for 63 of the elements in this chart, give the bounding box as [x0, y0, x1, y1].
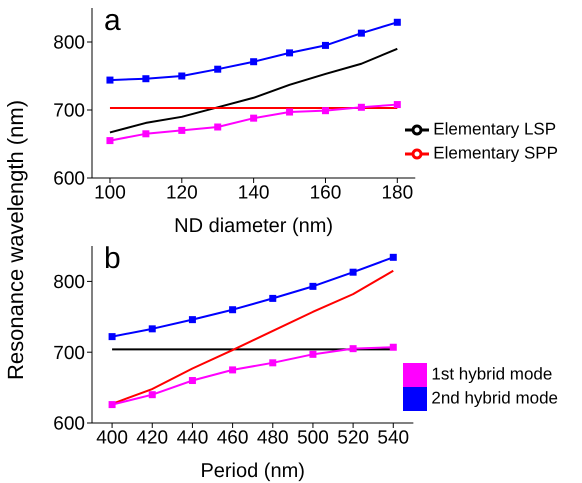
- point: [390, 344, 397, 351]
- x-tick-label: 480: [256, 427, 289, 448]
- point: [106, 137, 114, 144]
- point: [214, 124, 222, 130]
- x-axis-title: ND diameter (nm): [174, 215, 334, 237]
- x-tick-label: 460: [216, 427, 248, 448]
- point: [286, 108, 294, 116]
- point: [214, 66, 222, 73]
- y-tick-label: 800: [53, 272, 85, 294]
- annotation: a: [104, 4, 121, 38]
- point: [250, 58, 258, 66]
- point: [394, 18, 401, 26]
- point: [178, 126, 186, 134]
- point: [148, 325, 156, 332]
- y-tick-label: 600: [53, 414, 85, 435]
- point: [229, 366, 236, 374]
- x-tick-label: 420: [136, 427, 168, 448]
- y-axis-title: Resonance wavelength (nm): [3, 100, 29, 380]
- point: [286, 49, 294, 56]
- point: [188, 316, 196, 324]
- point: [188, 377, 196, 384]
- x-tick-label: 140: [238, 182, 270, 204]
- annotation: b: [104, 242, 121, 276]
- point: [250, 114, 258, 122]
- point: [269, 294, 276, 302]
- point: [269, 359, 276, 366]
- y-tick-label: 800: [53, 32, 85, 54]
- point: [309, 282, 316, 290]
- point: [108, 401, 116, 408]
- legend-label: Elementary SPP: [433, 143, 558, 162]
- point: [108, 333, 116, 340]
- point: [142, 75, 150, 82]
- x-tick-label: 500: [297, 427, 329, 448]
- point: [390, 254, 397, 261]
- point: [350, 345, 357, 352]
- point: [178, 72, 186, 80]
- y-tick-label: 700: [53, 100, 85, 122]
- x-tick-label: 400: [96, 427, 128, 448]
- point: [358, 104, 365, 111]
- point: [358, 30, 365, 37]
- x-tick-label: 120: [166, 182, 198, 204]
- point: [350, 268, 357, 276]
- x-axis-title: Period (nm): [200, 460, 305, 482]
- legend-label: Elementary LSP: [433, 119, 556, 138]
- y-tick-label: 600: [53, 168, 85, 190]
- point: [106, 76, 114, 84]
- legend-label: 2nd hybrid mode: [431, 388, 558, 408]
- x-tick-label: 440: [176, 427, 208, 448]
- line-series: [108, 48, 398, 134]
- x-tick-label: 540: [377, 427, 410, 448]
- point: [394, 101, 401, 108]
- point: [309, 350, 316, 358]
- point: [229, 306, 236, 314]
- x-tick-label: 180: [381, 182, 414, 204]
- y-tick-label: 700: [53, 342, 85, 364]
- x-tick-label: 160: [310, 182, 342, 204]
- point: [322, 42, 329, 49]
- legend-label: 1st hybrid mode: [431, 364, 552, 384]
- x-tick-label: 100: [94, 182, 126, 204]
- x-tick-label: 520: [337, 427, 369, 448]
- point: [322, 107, 329, 114]
- point: [142, 130, 150, 138]
- point: [148, 391, 156, 398]
